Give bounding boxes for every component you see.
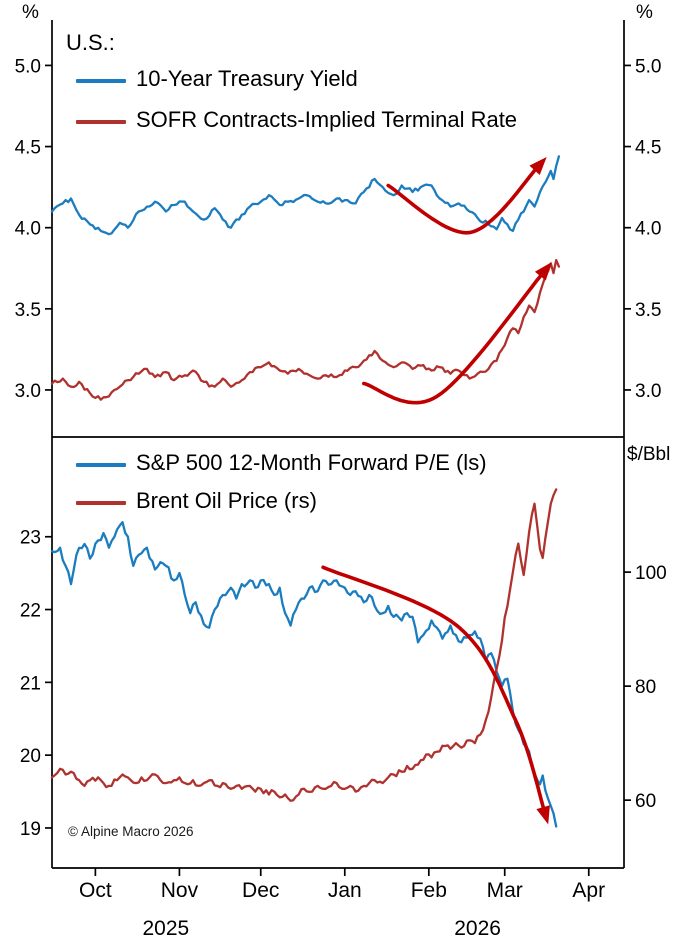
svg-text:4.5: 4.5 (635, 138, 661, 159)
source-note: © Alpine Macro 2026 (68, 824, 194, 839)
svg-text:Apr: Apr (572, 879, 605, 902)
legend-swatch-brent-line (76, 501, 126, 505)
svg-text:2026: 2026 (454, 917, 501, 940)
svg-text:4.0: 4.0 (635, 219, 661, 240)
legend-swatch-sofr-line (76, 120, 126, 124)
svg-text:80: 80 (635, 677, 656, 698)
svg-text:23: 23 (20, 528, 41, 549)
svg-text:22: 22 (20, 601, 41, 622)
legend-swatch-pe-line (76, 463, 126, 467)
svg-text:5.0: 5.0 (15, 56, 41, 77)
svg-text:3.0: 3.0 (635, 381, 661, 402)
svg-text:4.0: 4.0 (15, 219, 41, 240)
top-panel-right-axis-unit: % (636, 2, 653, 23)
bottom-panel-right-axis-unit: $/Bbl (627, 444, 671, 465)
legend-swatch-treasury-line (76, 79, 126, 83)
svg-text:5.0: 5.0 (635, 56, 661, 77)
svg-text:60: 60 (635, 791, 656, 812)
svg-text:Mar: Mar (487, 879, 523, 902)
svg-text:2025: 2025 (142, 917, 189, 940)
svg-text:3.5: 3.5 (15, 300, 41, 321)
svg-text:3.5: 3.5 (635, 300, 661, 321)
legend-label-sp500-forward-pe: S&P 500 12-Month Forward P/E (ls) (136, 450, 487, 475)
svg-text:Dec: Dec (242, 879, 279, 902)
legend-label-brent-oil-price: Brent Oil Price (rs) (136, 488, 317, 513)
svg-text:20: 20 (20, 746, 41, 767)
top-panel-left-axis-unit: % (22, 2, 39, 23)
svg-text:Jan: Jan (328, 879, 362, 902)
legend-label-sofr-terminal-rate: SOFR Contracts-Implied Terminal Rate (136, 107, 518, 132)
svg-text:100: 100 (635, 563, 667, 584)
svg-text:19: 19 (20, 819, 41, 840)
legend-label-treasury-yield: 10-Year Treasury Yield (136, 66, 358, 91)
top-panel-title: U.S.: (66, 30, 115, 55)
svg-text:Nov: Nov (161, 879, 199, 902)
svg-text:Oct: Oct (79, 879, 112, 902)
svg-text:21: 21 (20, 673, 41, 694)
svg-text:3.0: 3.0 (15, 381, 41, 402)
svg-text:4.5: 4.5 (15, 138, 41, 159)
svg-text:Feb: Feb (411, 879, 447, 902)
